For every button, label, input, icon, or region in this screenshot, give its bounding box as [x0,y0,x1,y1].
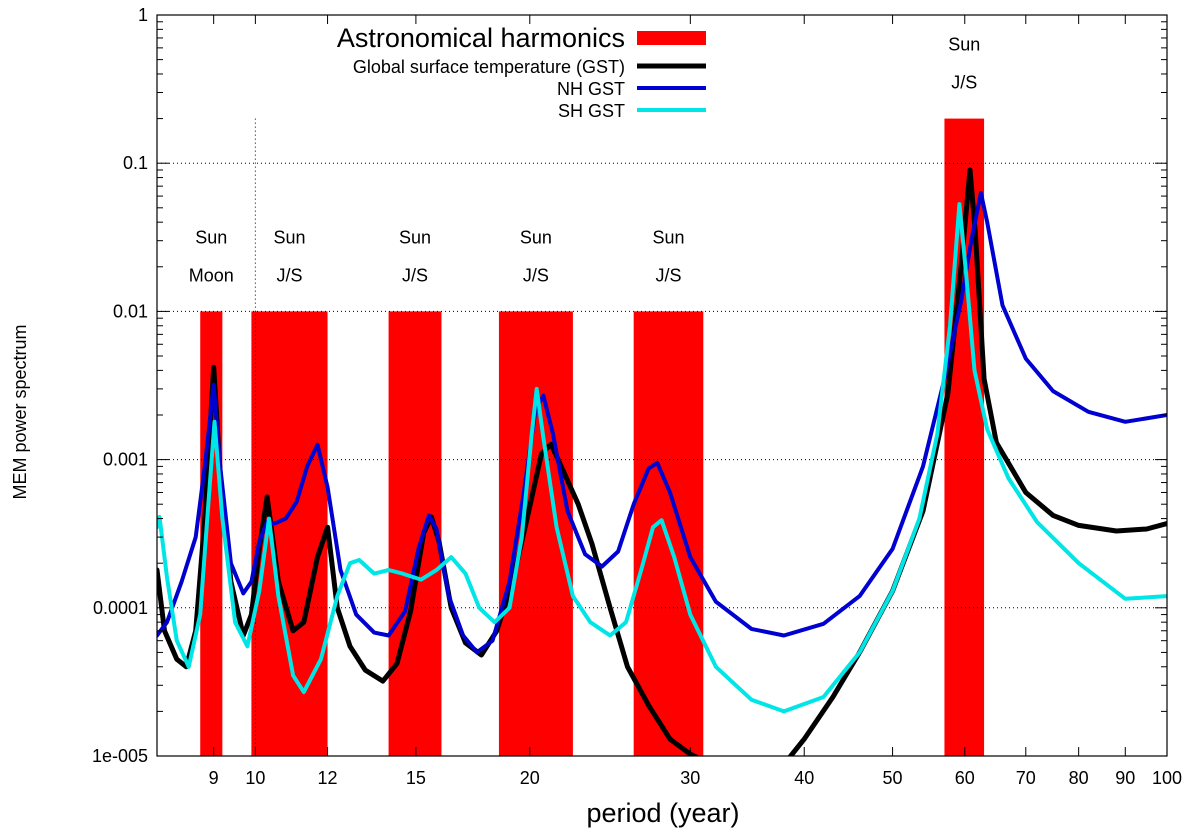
legend-swatch [637,31,706,45]
legend-label: Astronomical harmonics [337,23,625,53]
x-tick-label: 12 [318,768,338,788]
harmonic-band [633,311,704,756]
y-axis-label: MEM power spectrum [10,324,30,499]
harmonic-label: Sun [195,227,227,247]
x-tick-label: 20 [520,768,540,788]
y-tick-label: 1e-005 [92,746,148,766]
x-tick-label: 40 [794,768,814,788]
axes: 1e-005 0.0001 0.001 0.01 0.1 1 9 10 12 15 20 30 40 50… [92,5,1182,788]
x-tick-label: 9 [209,768,219,788]
y-tick-label: 0.1 [123,153,148,173]
x-tick-label: 60 [955,768,975,788]
series-line [157,202,1167,714]
x-tick-label: 15 [406,768,426,788]
y-tick-label: 0.01 [113,301,148,321]
series-lines [157,167,1167,756]
grid [157,118,1167,756]
x-tick-label: 10 [245,768,265,788]
plot-frame [156,14,1168,757]
y-tick-label: 0.001 [103,450,148,470]
harmonic-label: Sun [273,227,305,247]
harmonic-label: J/S [951,73,977,93]
harmonic-label: Moon [189,265,234,285]
x-tick-label: 80 [1069,768,1089,788]
harmonic-label: Sun [399,227,431,247]
x-tick-label: 100 [1152,768,1182,788]
legend: Astronomical harmonics Global surface tem… [337,23,706,121]
legend-label: NH GST [557,79,625,99]
harmonic-band [498,311,573,756]
harmonic-label: J/S [655,265,681,285]
x-tick-label: 90 [1115,768,1135,788]
harmonic-label: J/S [402,265,428,285]
y-tick-label: 1 [138,5,148,25]
x-tick-label: 30 [680,768,700,788]
x-tick-label: 50 [883,768,903,788]
x-tick-label: 70 [1016,768,1036,788]
y-tick-label: 0.0001 [93,598,148,618]
harmonic-label: Sun [948,35,980,55]
x-axis-label: period (year) [586,798,739,828]
legend-label: SH GST [558,101,625,121]
legend-label: Global surface temperature (GST) [353,57,625,77]
harmonic-label: Sun [520,227,552,247]
harmonic-band [388,311,442,756]
harmonic-label: Sun [652,227,684,247]
harmonic-label: J/S [276,265,302,285]
harmonic-label: J/S [523,265,549,285]
